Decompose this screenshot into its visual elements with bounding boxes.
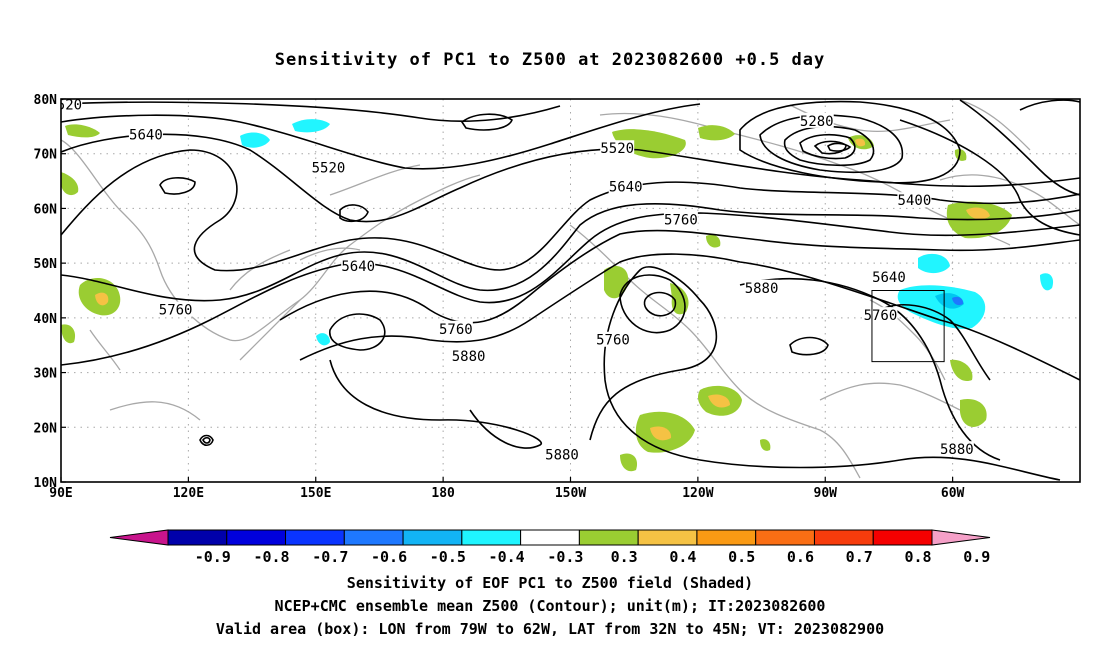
- contour-label: 5400: [898, 193, 932, 209]
- colorbar-right-arrow: [931, 529, 991, 546]
- lon-tick-label: 120W: [682, 486, 713, 501]
- colorbar-swatch: [343, 529, 404, 546]
- contour-label-bg: [799, 112, 834, 128]
- colorbar-swatch: [696, 529, 757, 546]
- caption-valid-area: Valid area (box): LON from 79W to 62W, L…: [215, 620, 885, 638]
- colorbar-swatch: [520, 529, 580, 546]
- lon-tick-label: 90W: [814, 486, 838, 501]
- contour-label: 5880: [452, 349, 486, 365]
- colorbar-swatch: [461, 529, 522, 546]
- contour-label: 5520: [600, 141, 634, 157]
- colorbar-label: -0.6: [371, 548, 407, 566]
- contour-label: 5760: [159, 303, 193, 319]
- contour-label-bg: [438, 320, 473, 336]
- contour-label: 5760: [864, 308, 898, 324]
- colorbar-swatch: [285, 529, 345, 546]
- contour-label-bg: [61, 99, 83, 112]
- z500-contours: [61, 99, 1080, 481]
- contour-label-bg: [128, 126, 163, 142]
- contour-label-bg: [939, 441, 974, 457]
- contour-label: 5520: [48, 97, 82, 113]
- contour-label: 5880: [940, 442, 974, 458]
- chart-title: Sensitivity of PC1 to Z500 at 2023082600…: [274, 50, 826, 70]
- lon-tick-label: 120E: [173, 486, 204, 501]
- lat-tick-label: 10N: [34, 476, 58, 491]
- colorbar-swatch: [402, 529, 463, 546]
- colorbar-label: 0.4: [669, 548, 696, 566]
- contour-label: 5640: [129, 128, 163, 144]
- colorbar-swatch: [637, 529, 698, 546]
- colorbar-swatch: [578, 529, 639, 546]
- contour-label: 5640: [872, 270, 906, 286]
- colorbar-label: 0.5: [728, 548, 755, 566]
- colorbar-label: -0.8: [253, 548, 289, 566]
- contour-label: 5640: [609, 180, 643, 196]
- contour-label: 5760: [664, 212, 698, 228]
- lon-tick-label: 90E: [49, 486, 72, 501]
- contour-label-bg: [600, 140, 635, 156]
- lat-tick-label: 60N: [34, 202, 58, 217]
- lat-tick-label: 70N: [34, 148, 58, 163]
- longitude-labels: 90E 120E 150E 180 150W 120W 90W 60W: [49, 477, 965, 501]
- lon-tick-label: 60W: [941, 486, 965, 501]
- colorbar-swatch: [226, 529, 287, 546]
- colorbar-label: 0.6: [787, 548, 814, 566]
- colorbar-label: 0.9: [963, 548, 990, 566]
- colorbar-label: -0.4: [489, 548, 525, 566]
- contour-label: 5880: [545, 448, 579, 464]
- valid-area-box: [871, 290, 945, 363]
- lat-tick-label: 40N: [34, 312, 58, 327]
- lon-tick-label: 150E: [300, 486, 331, 501]
- contour-label: 5880: [745, 281, 779, 297]
- lat-tick-label: 30N: [34, 367, 58, 382]
- lat-tick-label: 50N: [34, 257, 58, 272]
- contour-label-bg: [451, 348, 486, 364]
- colorbar-label: -0.7: [312, 548, 348, 566]
- lat-tick-label: 80N: [34, 93, 58, 108]
- caption-shaded: Sensitivity of EOF PC1 to Z500 field (Sh…: [346, 574, 754, 592]
- colorbar-label: -0.3: [547, 548, 583, 566]
- sensitivity-shading: [61, 119, 1054, 472]
- contour-label-bg: [311, 159, 346, 175]
- contour-label-bg: [744, 279, 779, 295]
- colorbar-label: 0.7: [846, 548, 873, 566]
- contour-label: 5640: [341, 259, 375, 275]
- colorbar-label: 0.8: [904, 548, 931, 566]
- contour-label-bg: [341, 257, 376, 273]
- lon-tick-label: 150W: [555, 486, 586, 501]
- contour-label-bg: [608, 178, 643, 194]
- colorbar-label: -0.9: [195, 548, 231, 566]
- colorbar-label: 0.3: [611, 548, 638, 566]
- colorbar-label: -0.5: [430, 548, 466, 566]
- colorbar-swatch: [755, 529, 815, 546]
- contour-label-bg: [897, 192, 932, 208]
- colorbar: [109, 529, 991, 546]
- colorbar-swatch: [167, 529, 228, 546]
- colorbar-left-arrow: [109, 529, 169, 546]
- contour-label-bg: [545, 446, 580, 462]
- lat-tick-label: 20N: [34, 421, 58, 436]
- colorbar-labels: -0.9 -0.8 -0.7 -0.6 -0.5 -0.4 -0.3 0.3 0.4 0.5 0.6…: [195, 548, 991, 566]
- contour-label: 5280: [800, 114, 834, 130]
- contour-labels: 5520 5640 5520 5640 5760 5760 5880 5520 5640 5760…: [48, 97, 974, 464]
- latitude-labels: 80N 70N 60N 50N 40N 30N 20N 10N: [34, 93, 66, 491]
- contour-label: 5520: [312, 160, 346, 176]
- contour-label-bg: [595, 331, 630, 347]
- contour-label-bg: [871, 268, 906, 284]
- colorbar-swatch: [813, 529, 874, 546]
- lon-tick-label: 180: [431, 486, 455, 501]
- contour-label-bg: [663, 211, 698, 227]
- contour-label-bg: [158, 301, 193, 317]
- caption-contour: NCEP+CMC ensemble mean Z500 (Contour); u…: [274, 597, 826, 615]
- contour-label: 5760: [596, 333, 630, 349]
- colorbar-swatch: [872, 529, 933, 546]
- contour-label: 5760: [439, 322, 473, 338]
